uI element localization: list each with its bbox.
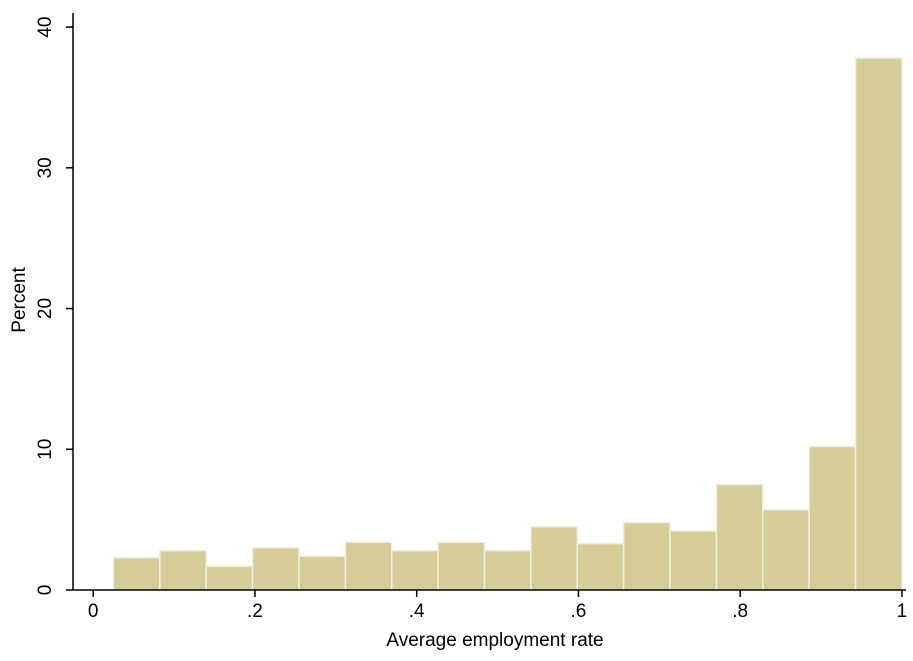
bar bbox=[251, 547, 300, 591]
y-axis-label: Percent bbox=[9, 267, 30, 333]
bar bbox=[159, 549, 207, 591]
bar bbox=[112, 556, 161, 591]
bar bbox=[437, 541, 486, 591]
y-tick-label: 10 bbox=[35, 439, 56, 460]
x-tick-label: .4 bbox=[409, 601, 425, 622]
bar bbox=[622, 521, 671, 591]
x-tick-label: 1 bbox=[897, 601, 908, 622]
y-tick-label: 30 bbox=[35, 157, 56, 178]
bar bbox=[576, 542, 625, 591]
x-tick-label: .6 bbox=[571, 601, 587, 622]
bar bbox=[298, 555, 347, 591]
bar bbox=[344, 541, 393, 591]
bar bbox=[205, 565, 254, 591]
bar bbox=[530, 525, 578, 591]
x-tick-label: .8 bbox=[732, 601, 748, 622]
bar bbox=[390, 549, 439, 591]
bar bbox=[808, 445, 857, 591]
x-tick-label: 0 bbox=[88, 601, 99, 622]
bar bbox=[762, 509, 810, 591]
bar bbox=[715, 483, 764, 591]
y-tick-label: 0 bbox=[35, 585, 56, 596]
bar bbox=[854, 57, 903, 591]
x-axis-label: Average employment rate bbox=[386, 630, 603, 651]
bar bbox=[669, 530, 718, 591]
x-tick-label: .2 bbox=[247, 601, 263, 622]
y-tick-label: 20 bbox=[35, 298, 56, 319]
y-tick-label: 40 bbox=[35, 17, 56, 38]
bar bbox=[483, 549, 532, 591]
